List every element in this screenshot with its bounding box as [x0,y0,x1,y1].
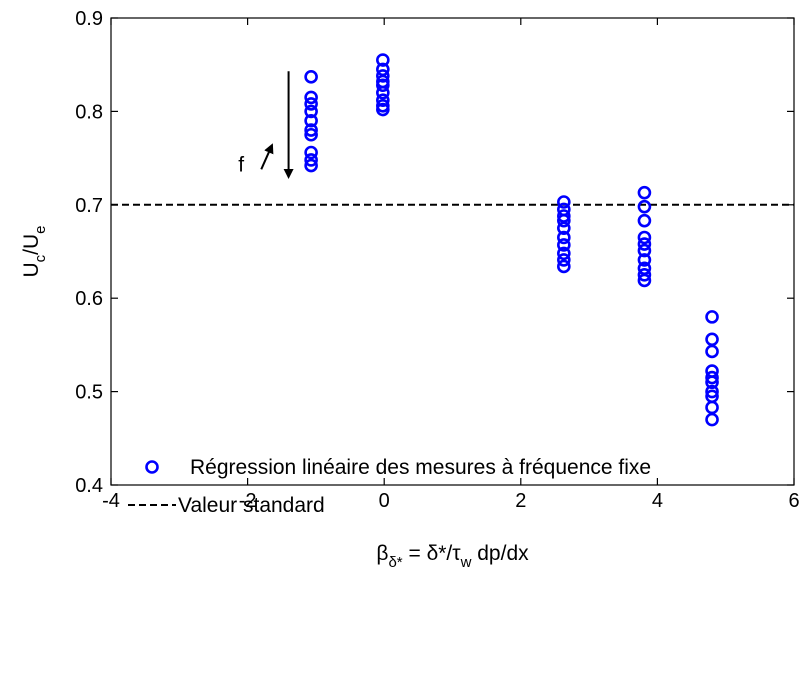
data-point [705,400,719,415]
data-point [557,213,571,228]
x-label-end: dp/dx [471,542,529,565]
data-point [705,375,719,390]
legend-entry-regression: Régression linéaire des mesures à fréque… [190,456,651,479]
data-point [637,185,652,200]
data-point [637,237,652,251]
data-point [304,145,318,160]
data-point [304,70,318,84]
x-tick-label: 6 [788,490,799,512]
data-point [557,195,571,209]
data-point [705,384,719,399]
legend: Régression linéaire des mesures à fréque… [128,456,651,517]
x-tick-label: -2 [239,490,257,512]
data-point [557,253,571,267]
data-point [304,158,318,173]
data-point [304,104,318,119]
y-axis-label: Uc/Ue [20,225,49,277]
data-point [304,90,318,105]
data-point [705,310,719,324]
data-point [557,238,571,252]
x-label-beta-subscript: δ* [388,554,402,571]
frequency-label: f [238,153,244,176]
y-tick-label: 0.4 [75,475,103,497]
data-point [637,273,652,288]
x-label-middle: = δ*/τ [403,542,462,565]
y-tick-label: 0.7 [75,195,103,217]
data-point [557,259,571,274]
data-point [376,93,390,107]
data-point [376,78,390,93]
data-point [557,221,571,235]
legend-marker-circle [145,460,159,474]
x-axis-label: βδ* = δ*/τw dp/dx [376,542,529,571]
x-tick-label: 4 [652,490,663,512]
y-ticks: 0.4 0.5 0.6 0.7 0.8 0.9 [75,8,794,497]
data-point [304,113,318,128]
data-point [705,370,719,385]
frequency-arrow [260,143,274,170]
data-point [637,230,652,245]
y-tick-label: 0.5 [75,382,103,404]
data-point [376,69,390,83]
data-point [705,412,719,427]
data-point [637,213,652,228]
x-label-beta: β [376,542,388,565]
data-point [304,97,318,111]
data-point [304,123,318,137]
y-label-subscript-e: e [32,225,49,233]
y-tick-label: 0.6 [75,288,103,310]
y-tick-label: 0.9 [75,8,103,30]
axes: -4 -2 0 2 4 6 0.4 0.5 0.6 0.7 0.8 0.9 [75,8,799,512]
data-point [705,344,719,359]
data-point [376,53,390,67]
data-point [376,85,390,100]
data-points [304,53,719,427]
y-tick-label: 0.8 [75,101,103,123]
y-label-main: U [20,262,43,277]
plot-frame [110,17,795,486]
data-point [376,102,390,117]
x-label-tau-subscript: w [460,554,472,571]
data-point [637,253,652,267]
data-point [705,332,719,347]
data-point [637,199,652,214]
data-point [557,246,571,261]
data-point [637,268,652,282]
data-point [304,153,318,167]
legend-entry-standard: Valeur standard [178,494,325,517]
data-point [637,243,652,258]
x-tick-label: 0 [379,490,390,512]
annotations: f [238,71,294,179]
x-ticks: -4 -2 0 2 4 6 [102,18,800,512]
y-label-separator: /U [20,234,43,255]
y-label-subscript-c: c [32,254,49,262]
data-point [304,127,318,142]
data-point [557,230,571,245]
x-tick-label: -4 [102,490,120,512]
x-tick-label: 2 [515,490,526,512]
